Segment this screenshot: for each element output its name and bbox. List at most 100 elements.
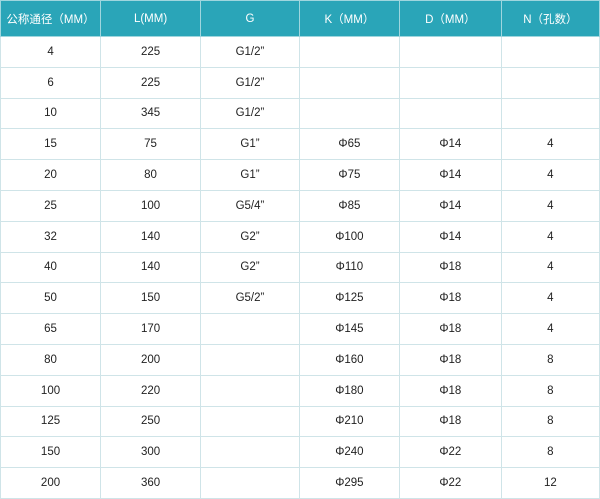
cell-k: Φ160: [298, 343, 400, 376]
cell-k: Φ110: [298, 251, 400, 284]
cell-n: 8: [500, 405, 600, 438]
cell-nominal-diameter: 100: [0, 374, 102, 407]
cell-k: Φ240: [298, 436, 400, 469]
table-row: 125 250 Φ210 Φ18 8: [0, 405, 600, 438]
column-header-nominal-diameter: 公称通径（MM）: [0, 0, 102, 37]
cell-d: [398, 66, 502, 99]
cell-g: [200, 374, 300, 407]
cell-n: 12: [500, 467, 600, 499]
cell-d: [398, 97, 502, 130]
cell-n: 8: [500, 343, 600, 376]
cell-k: Φ65: [298, 128, 400, 161]
table-row: 150 300 Φ240 Φ22 8: [0, 436, 600, 469]
cell-nominal-diameter: 65: [0, 313, 102, 345]
cell-nominal-diameter: 4: [0, 36, 102, 68]
cell-k: Φ100: [298, 220, 400, 253]
cell-g: G1”: [200, 159, 300, 191]
cell-g: G1/2”: [200, 66, 300, 99]
column-header-l: L(MM): [100, 0, 202, 37]
table-header: 公称通径（MM） L(MM) G K（MM） D（MM） N（孔数）: [0, 0, 600, 37]
cell-g: [200, 436, 300, 469]
cell-n: 4: [500, 220, 600, 253]
cell-k: Φ295: [298, 467, 400, 499]
cell-k: Φ145: [298, 313, 400, 345]
cell-l: 150: [100, 282, 202, 315]
cell-nominal-diameter: 32: [0, 220, 102, 253]
cell-nominal-diameter: 6: [0, 66, 102, 99]
cell-g: G1/2”: [200, 36, 300, 68]
table-row: 100 220 Φ180 Φ18 8: [0, 374, 600, 407]
table-body: 4 225 G1/2” 6 225 G1/2” 10 345 G1/2” 15 …: [0, 36, 600, 499]
cell-k: Φ180: [298, 374, 400, 407]
cell-d: [398, 36, 502, 68]
cell-l: 140: [100, 251, 202, 284]
cell-nominal-diameter: 15: [0, 128, 102, 161]
cell-k: [298, 66, 400, 99]
cell-n: 4: [500, 159, 600, 191]
table-row: 65 170 Φ145 Φ18 4: [0, 313, 600, 345]
cell-d: Φ14: [398, 220, 502, 253]
table-row: 4 225 G1/2”: [0, 36, 600, 68]
cell-nominal-diameter: 20: [0, 159, 102, 191]
cell-n: 4: [500, 128, 600, 161]
cell-d: Φ18: [398, 374, 502, 407]
cell-nominal-diameter: 200: [0, 467, 102, 499]
column-header-k: K（MM）: [298, 0, 400, 37]
cell-k: [298, 97, 400, 130]
cell-l: 100: [100, 189, 202, 222]
cell-d: Φ14: [398, 159, 502, 191]
cell-nominal-diameter: 40: [0, 251, 102, 284]
cell-l: 360: [100, 467, 202, 499]
table-row: 200 360 Φ295 Φ22 12: [0, 467, 600, 499]
cell-d: Φ22: [398, 467, 502, 499]
cell-l: 225: [100, 66, 202, 99]
cell-g: G5/4”: [200, 189, 300, 222]
cell-nominal-diameter: 80: [0, 343, 102, 376]
cell-d: Φ22: [398, 436, 502, 469]
cell-l: 140: [100, 220, 202, 253]
cell-l: 300: [100, 436, 202, 469]
cell-d: Φ18: [398, 405, 502, 438]
table-row: 50 150 G5/2” Φ125 Φ18 4: [0, 282, 600, 315]
cell-nominal-diameter: 25: [0, 189, 102, 222]
cell-d: Φ14: [398, 189, 502, 222]
table-row: 40 140 G2” Φ110 Φ18 4: [0, 251, 600, 284]
cell-k: Φ125: [298, 282, 400, 315]
cell-k: Φ75: [298, 159, 400, 191]
cell-n: [500, 66, 600, 99]
cell-l: 250: [100, 405, 202, 438]
cell-d: Φ18: [398, 343, 502, 376]
cell-n: 8: [500, 374, 600, 407]
cell-g: G2”: [200, 251, 300, 284]
cell-g: [200, 313, 300, 345]
cell-l: 345: [100, 97, 202, 130]
cell-nominal-diameter: 50: [0, 282, 102, 315]
cell-l: 170: [100, 313, 202, 345]
table-row: 10 345 G1/2”: [0, 97, 600, 130]
cell-n: [500, 97, 600, 130]
cell-l: 225: [100, 36, 202, 68]
column-header-d: D（MM）: [398, 0, 502, 37]
table-row: 15 75 G1” Φ65 Φ14 4: [0, 128, 600, 161]
cell-g: [200, 343, 300, 376]
cell-g: G1/2”: [200, 97, 300, 130]
cell-g: [200, 467, 300, 499]
cell-k: Φ85: [298, 189, 400, 222]
cell-n: 4: [500, 189, 600, 222]
cell-k: [298, 36, 400, 68]
cell-nominal-diameter: 10: [0, 97, 102, 130]
cell-l: 220: [100, 374, 202, 407]
cell-g: G5/2”: [200, 282, 300, 315]
cell-d: Φ18: [398, 313, 502, 345]
cell-l: 200: [100, 343, 202, 376]
table-row: 80 200 Φ160 Φ18 8: [0, 343, 600, 376]
cell-n: 4: [500, 282, 600, 315]
column-header-g: G: [200, 0, 300, 37]
cell-nominal-diameter: 150: [0, 436, 102, 469]
table-header-row: 公称通径（MM） L(MM) G K（MM） D（MM） N（孔数）: [0, 0, 600, 37]
cell-d: Φ18: [398, 282, 502, 315]
cell-g: G1”: [200, 128, 300, 161]
table-row: 25 100 G5/4” Φ85 Φ14 4: [0, 189, 600, 222]
cell-g: G2”: [200, 220, 300, 253]
